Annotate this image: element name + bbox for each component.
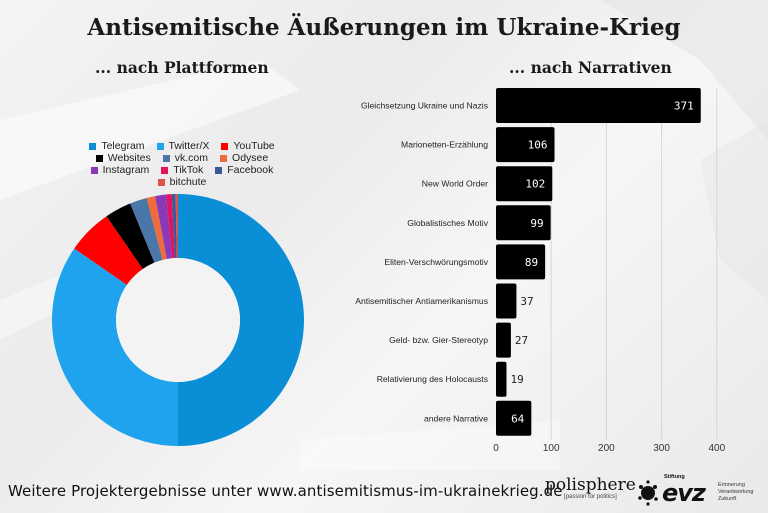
evz-wordmark: evz [662,479,705,507]
bar-value-label: 99 [530,217,543,230]
polisphere-logo: polisphere [passion for politics] [545,476,636,500]
bar-gleichsetzung-ukraine-und-nazis[interactable] [496,88,701,123]
bar-value-label: 89 [525,256,538,269]
bar-category-label: New World Order [422,179,488,189]
bar-geld-bzw-gier-stereotyp[interactable] [496,323,511,358]
bar-value-label: 27 [515,334,528,347]
narrative-bar-chart: 0 100 200 300 400 Gleichsetzung Ukraine und N… [0,0,768,470]
evz-line-2: Verantwortung [718,489,753,496]
bar-value-label: 19 [510,373,523,386]
bar-category-label: Geld- bzw. Gier-Stereotyp [389,335,488,345]
evz-line-1: Erinnerung [718,482,753,489]
bar-category-label: Relativierung des Holocausts [377,374,488,384]
bar-value-label: 371 [674,100,694,113]
bar-value-label: 37 [520,295,533,308]
evz-emblem-icon [636,478,660,508]
bar-category-label: Gleichsetzung Ukraine und Nazis [361,101,488,111]
bar-value-label: 102 [525,178,545,191]
bar-category-label: Marionetten-Erzählung [401,140,488,150]
x-tick-label: 300 [653,443,670,454]
x-tick-label: 400 [708,443,725,454]
x-tick-label: 200 [598,443,615,454]
x-tick-label: 100 [543,443,560,454]
bar-category-label: Antisemitischer Antiamerikanismus [355,296,488,306]
bar-value-label: 64 [511,412,525,425]
evz-claim: Erinnerung Verantwortung Zukunft [718,482,753,503]
polisphere-name: polisphere [545,476,636,494]
bar-category-label: Globalistisches Motiv [407,218,488,228]
bar-antisemitischer-antiamerikanismus[interactable] [496,284,516,319]
evz-line-3: Zukunft [718,496,753,503]
bar-category-label: andere Narrative [424,413,488,423]
x-tick-label: 0 [493,443,499,454]
bar-value-label: 106 [528,139,548,152]
bar-category-label: Eliten-Verschwörungsmotiv [384,257,488,267]
footer-text: Weitere Projektergebnisse unter www.anti… [8,482,563,500]
evz-logo: Stiftung evz Erinnerung Verantwortung Zu… [636,474,766,510]
bar-relativierung-des-holocausts[interactable] [496,362,506,397]
